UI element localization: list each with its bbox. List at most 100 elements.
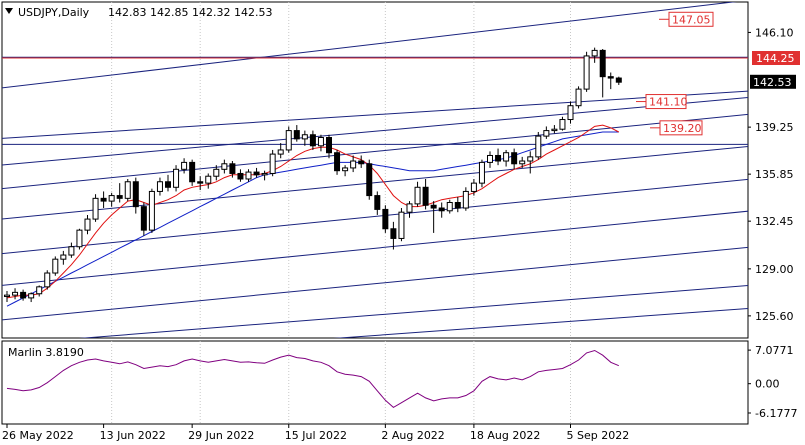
candle-bull <box>470 182 477 192</box>
channel-line <box>2 210 748 286</box>
candle-bull <box>92 197 99 220</box>
candle-bear <box>293 130 300 140</box>
candle-bull <box>527 156 534 162</box>
osc-tick-label: -6.1777 <box>755 407 797 420</box>
candle-bull <box>261 172 268 176</box>
candle-bull <box>551 128 558 132</box>
candle-bull <box>52 258 59 274</box>
candle-bear <box>422 186 429 206</box>
channel-line <box>2 246 748 321</box>
candle-bull <box>44 272 51 288</box>
channel-line <box>2 97 748 166</box>
candle-bull <box>350 160 357 169</box>
main-pane-frame <box>1 1 749 339</box>
candle-bull <box>148 190 155 231</box>
current-price-tag <box>750 74 796 89</box>
candle-bull <box>591 49 598 57</box>
candle-bear <box>229 163 236 174</box>
candle-bear <box>237 172 244 180</box>
candle-bull <box>269 153 276 174</box>
candle-bull <box>543 130 550 137</box>
candle-bear <box>140 206 147 231</box>
channel-line <box>2 178 748 255</box>
candle-bear <box>390 228 397 239</box>
level-lines: 147.05 144.25 141.10 139.20 <box>2 11 800 136</box>
candle-bull <box>84 218 91 231</box>
candle-bull <box>4 294 10 298</box>
candle-bull <box>12 291 19 296</box>
price-tick-label: 129.00 <box>755 263 794 276</box>
candle-bear <box>615 77 622 83</box>
candle-bear <box>511 152 518 165</box>
candle-bull <box>245 171 252 180</box>
candle-bull <box>519 160 526 165</box>
channel-line <box>2 145 748 220</box>
candle-bear <box>366 163 373 197</box>
candle-bear <box>438 207 445 212</box>
candle-bull <box>181 161 188 170</box>
candle-bull <box>68 246 75 256</box>
candle-bear <box>132 181 139 208</box>
candle-bull <box>124 181 131 199</box>
candle-bear <box>358 160 365 165</box>
level-tag-bg <box>752 51 800 65</box>
indicator-pane-frame <box>1 340 749 425</box>
channel-line <box>2 90 748 139</box>
candle-bear <box>374 195 381 210</box>
candle-bull <box>462 190 469 209</box>
time-axis: 26 May 2022 13 Jun 2022 29 Jun 2022 15 Jul … <box>2 424 629 442</box>
current-price-label: 142.53 <box>753 76 792 89</box>
candle-bull <box>60 254 67 260</box>
candle-bear <box>100 197 107 202</box>
marlin-oscillator <box>6 349 619 409</box>
candlesticks <box>4 47 622 303</box>
candle-bull <box>487 154 493 163</box>
candle-bull <box>406 203 413 213</box>
time-tick-label: 18 Aug 2022 <box>470 429 540 442</box>
candle-bear <box>382 208 389 230</box>
candle-bull <box>446 201 453 212</box>
time-tick-label: 26 May 2022 <box>2 429 74 442</box>
candle-bear <box>189 161 196 183</box>
indicator-label: Marlin 3.8190 <box>8 346 84 359</box>
candle-bull <box>575 88 582 107</box>
candle-bull <box>317 137 324 147</box>
channel-lines <box>2 2 748 338</box>
candle-bull <box>398 211 405 239</box>
level-box-label: 141.10 <box>649 96 688 109</box>
candle-bear <box>197 181 204 184</box>
candle-bear <box>607 76 614 79</box>
candle-bull <box>205 175 212 184</box>
candle-bear <box>495 154 502 162</box>
candle-bear <box>334 152 341 172</box>
candle-bull <box>503 152 510 162</box>
time-tick-label: 13 Jun 2022 <box>100 429 166 442</box>
price-tick-label: 139.25 <box>755 121 794 134</box>
time-tick-label: 29 Jun 2022 <box>188 429 254 442</box>
level-box-label: 147.05 <box>672 13 711 26</box>
time-grid <box>111 2 571 424</box>
candle-bull <box>28 293 35 299</box>
symbol-label: USDJPY,Daily <box>18 6 90 19</box>
osc-tick-label: 7.0771 <box>755 344 794 357</box>
osc-tick-label: 0.00 <box>755 378 780 391</box>
level-tag-label: 144.25 <box>756 52 795 65</box>
candle-bear <box>326 137 332 154</box>
candle-bull <box>108 195 115 202</box>
candle-bull <box>213 168 220 177</box>
candle-bull <box>559 119 566 130</box>
candle-bull <box>173 168 180 188</box>
candle-bear <box>116 195 123 199</box>
channel-line <box>78 285 748 338</box>
candle-bull <box>36 286 43 295</box>
time-tick-label: 2 Aug 2022 <box>381 429 444 442</box>
candle-bull <box>285 130 292 151</box>
price-tick-label: 132.45 <box>755 215 794 228</box>
triangle-down-icon[interactable] <box>5 8 13 14</box>
candle-bull <box>156 181 163 192</box>
candle-bull <box>414 186 421 205</box>
price-tick-label: 125.60 <box>755 310 794 323</box>
price-tick-label: 146.10 <box>755 26 794 39</box>
candle-bull <box>478 161 485 184</box>
